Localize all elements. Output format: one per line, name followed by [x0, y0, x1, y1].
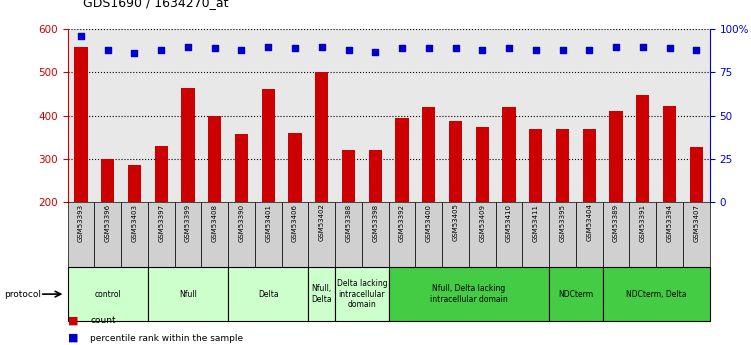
- Text: GSM53399: GSM53399: [185, 204, 191, 242]
- Bar: [181, 88, 195, 202]
- Point: [690, 47, 702, 53]
- Bar: [155, 146, 168, 202]
- Bar: [529, 129, 542, 202]
- Text: Nfull, Delta lacking
intracellular domain: Nfull, Delta lacking intracellular domai…: [430, 284, 508, 304]
- Text: GSM53401: GSM53401: [265, 204, 271, 241]
- Point: [128, 51, 140, 56]
- Text: NDCterm, Delta: NDCterm, Delta: [626, 289, 686, 299]
- Point: [556, 47, 569, 53]
- Text: GSM53403: GSM53403: [131, 204, 137, 241]
- Bar: [208, 116, 222, 202]
- Text: GSM53391: GSM53391: [640, 204, 646, 242]
- Bar: [315, 72, 328, 202]
- Point: [209, 46, 221, 51]
- Bar: [261, 89, 275, 202]
- Bar: [556, 128, 569, 202]
- Bar: [449, 121, 462, 202]
- Text: GSM53396: GSM53396: [104, 204, 110, 242]
- Point: [664, 46, 676, 51]
- Point: [450, 46, 462, 51]
- Text: GSM53390: GSM53390: [239, 204, 245, 242]
- Text: GSM53394: GSM53394: [667, 204, 673, 241]
- Text: GSM53400: GSM53400: [426, 204, 432, 241]
- Point: [503, 46, 515, 51]
- Bar: [342, 150, 355, 202]
- Text: GSM53411: GSM53411: [532, 204, 538, 241]
- Point: [155, 47, 167, 53]
- Bar: [235, 134, 248, 202]
- Text: GSM53389: GSM53389: [613, 204, 619, 242]
- Text: GSM53410: GSM53410: [506, 204, 512, 241]
- Point: [529, 47, 541, 53]
- Text: ■: ■: [68, 333, 78, 343]
- Bar: [636, 95, 650, 202]
- Point: [610, 44, 622, 49]
- Bar: [609, 111, 623, 202]
- Point: [101, 47, 113, 53]
- Point: [315, 44, 327, 49]
- Point: [236, 47, 248, 53]
- Text: Nfull,
Delta: Nfull, Delta: [312, 284, 332, 304]
- Point: [476, 47, 488, 53]
- Text: GSM53405: GSM53405: [453, 204, 459, 241]
- Point: [75, 33, 87, 39]
- Point: [182, 44, 194, 49]
- Text: Delta: Delta: [258, 289, 279, 299]
- Text: GSM53388: GSM53388: [345, 204, 351, 242]
- Text: protocol: protocol: [4, 289, 41, 299]
- Point: [369, 49, 382, 55]
- Text: GSM53404: GSM53404: [587, 204, 593, 241]
- Point: [396, 46, 408, 51]
- Text: GSM53393: GSM53393: [78, 204, 84, 242]
- Bar: [583, 129, 596, 202]
- Text: percentile rank within the sample: percentile rank within the sample: [90, 334, 243, 343]
- Bar: [475, 127, 489, 202]
- Bar: [74, 47, 88, 202]
- Bar: [502, 107, 516, 202]
- Bar: [422, 107, 436, 202]
- Bar: [395, 118, 409, 202]
- Point: [637, 44, 649, 49]
- Bar: [369, 150, 382, 202]
- Text: Nfull: Nfull: [179, 289, 197, 299]
- Point: [584, 47, 596, 53]
- Text: GSM53407: GSM53407: [693, 204, 699, 241]
- Text: Delta lacking
intracellular
domain: Delta lacking intracellular domain: [336, 279, 388, 309]
- Text: GSM53397: GSM53397: [158, 204, 164, 242]
- Bar: [101, 159, 114, 202]
- Bar: [663, 106, 676, 202]
- Bar: [128, 165, 141, 202]
- Text: GSM53392: GSM53392: [399, 204, 405, 241]
- Bar: [689, 147, 703, 202]
- Text: GSM53398: GSM53398: [372, 204, 379, 242]
- Point: [262, 44, 274, 49]
- Text: ■: ■: [68, 316, 78, 326]
- Text: GSM53402: GSM53402: [318, 204, 324, 241]
- Text: control: control: [95, 289, 121, 299]
- Point: [342, 47, 354, 53]
- Text: GSM53409: GSM53409: [479, 204, 485, 241]
- Text: GSM53408: GSM53408: [212, 204, 218, 241]
- Point: [289, 46, 301, 51]
- Text: GSM53406: GSM53406: [292, 204, 298, 241]
- Text: GSM53395: GSM53395: [559, 204, 566, 241]
- Bar: [288, 133, 302, 202]
- Text: count: count: [90, 316, 116, 325]
- Point: [423, 46, 435, 51]
- Text: GDS1690 / 1634270_at: GDS1690 / 1634270_at: [83, 0, 228, 9]
- Text: NDCterm: NDCterm: [558, 289, 593, 299]
